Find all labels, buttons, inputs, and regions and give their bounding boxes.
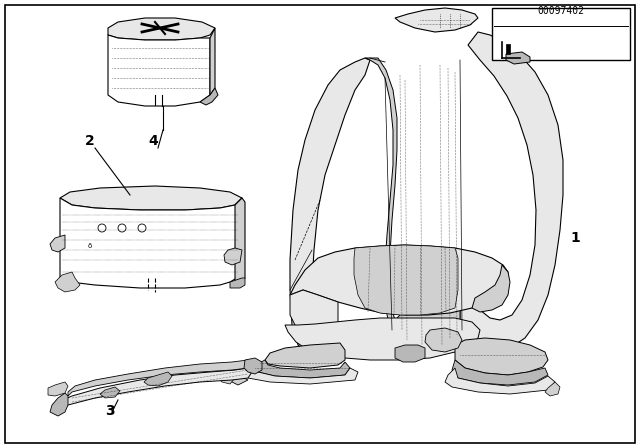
Polygon shape — [506, 44, 510, 54]
Polygon shape — [50, 235, 65, 252]
Polygon shape — [210, 28, 215, 95]
Text: 00097402: 00097402 — [538, 6, 584, 16]
Polygon shape — [144, 372, 172, 386]
Polygon shape — [225, 370, 248, 385]
Polygon shape — [290, 245, 508, 315]
Polygon shape — [365, 58, 460, 352]
Text: 1: 1 — [570, 231, 580, 245]
Bar — [492, 8, 630, 60]
Text: ð: ð — [88, 243, 92, 249]
Polygon shape — [55, 272, 80, 292]
Polygon shape — [60, 198, 242, 288]
Polygon shape — [445, 368, 555, 394]
Polygon shape — [452, 360, 548, 385]
Polygon shape — [52, 368, 252, 412]
Polygon shape — [230, 278, 245, 288]
Polygon shape — [108, 35, 210, 106]
Polygon shape — [455, 338, 548, 375]
Polygon shape — [235, 198, 245, 282]
Polygon shape — [354, 245, 458, 315]
Polygon shape — [460, 32, 563, 352]
Polygon shape — [200, 88, 218, 105]
Polygon shape — [108, 18, 215, 40]
Text: 2: 2 — [85, 134, 95, 148]
Polygon shape — [238, 365, 358, 384]
Polygon shape — [265, 343, 345, 368]
Polygon shape — [290, 290, 338, 332]
Polygon shape — [290, 58, 370, 355]
Polygon shape — [545, 382, 560, 396]
Polygon shape — [472, 265, 510, 312]
Polygon shape — [48, 382, 68, 396]
Text: 4: 4 — [148, 134, 157, 148]
Polygon shape — [395, 345, 425, 362]
Polygon shape — [218, 372, 235, 384]
Polygon shape — [255, 360, 350, 378]
Text: 3: 3 — [105, 404, 115, 418]
Polygon shape — [285, 318, 480, 360]
Polygon shape — [395, 8, 478, 32]
Polygon shape — [100, 387, 120, 398]
Polygon shape — [506, 52, 530, 64]
Polygon shape — [60, 186, 242, 210]
Polygon shape — [224, 248, 242, 265]
Polygon shape — [68, 360, 252, 396]
Polygon shape — [425, 328, 462, 352]
Polygon shape — [50, 393, 68, 416]
Polygon shape — [244, 358, 262, 374]
